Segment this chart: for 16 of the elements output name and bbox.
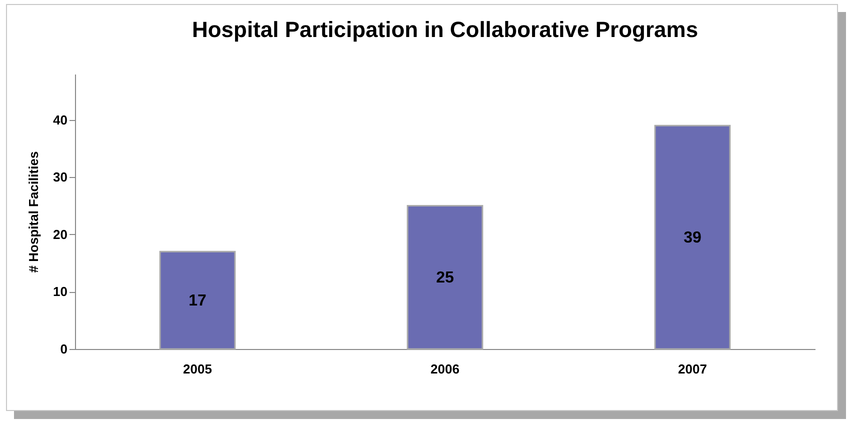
y-tick-label: 40	[53, 112, 68, 128]
x-tick-label: 2006	[430, 362, 460, 376]
data-label: 25	[436, 269, 454, 286]
x-tick-label: 2005	[183, 362, 212, 376]
y-tick-label: 10	[53, 284, 68, 300]
x-tick-label: 2007	[678, 362, 707, 376]
bar	[159, 250, 236, 350]
y-tick-label: 0	[60, 342, 68, 356]
chart-title: Hospital Participation in Collaborative Programs	[192, 17, 698, 42]
bar	[406, 205, 484, 350]
y-tick-label: 30	[53, 170, 68, 185]
y-tick-label: 20	[53, 226, 68, 242]
y-axis-title: # Hospital Facilities	[26, 151, 42, 273]
bar	[654, 124, 731, 350]
data-label: 39	[684, 229, 702, 246]
data-label: 17	[188, 292, 207, 310]
